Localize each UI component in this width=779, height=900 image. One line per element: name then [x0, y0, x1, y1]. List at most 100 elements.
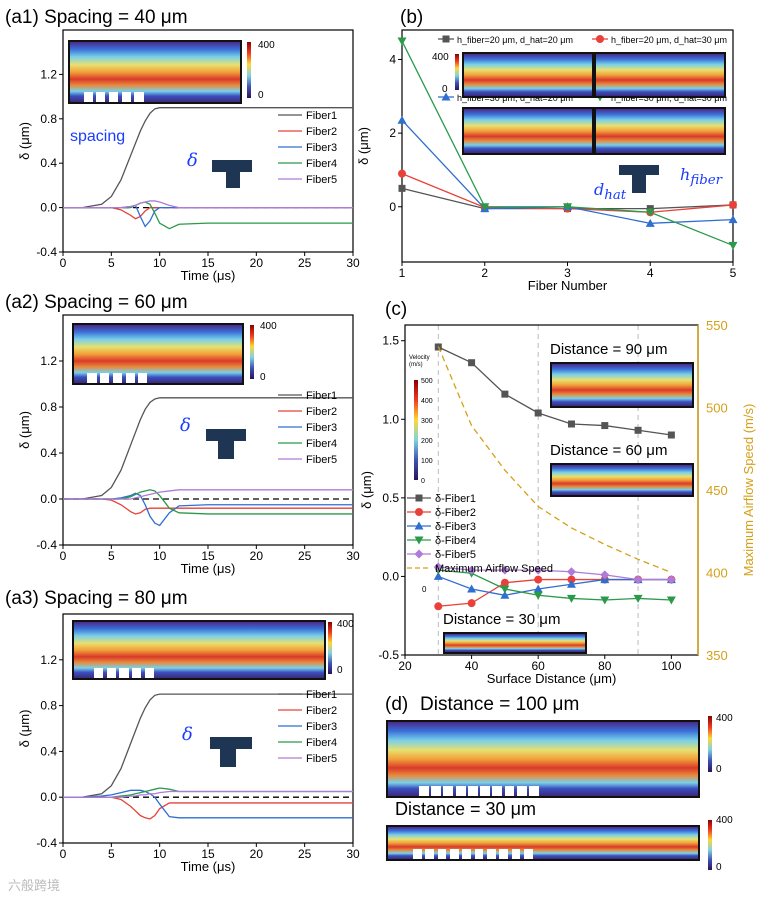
legend-label: δ-Fiber5	[435, 549, 476, 561]
y-tick-label: -0.4	[36, 836, 57, 850]
chart-b: 1 2 3 4 5 0 2 4 Fiber Number δ (μm) h_fiber=20 μm,…	[356, 29, 738, 293]
legend-item: δ-Fiber1	[407, 493, 476, 505]
series-Fiber2	[63, 796, 353, 820]
y-tick-label: 2	[389, 126, 396, 140]
data-point	[667, 431, 675, 439]
x-tick-label: 25	[298, 256, 312, 270]
legend-item: Fiber5	[278, 753, 337, 765]
legend-item: Fiber3	[278, 142, 337, 154]
h-fiber-symbol: h	[680, 165, 691, 184]
series-Fiber5	[63, 489, 353, 500]
distance-30-label: Distance = 30 μm	[443, 611, 561, 628]
distance-60-label: Distance = 60 μm	[550, 442, 668, 459]
legend-item: Fiber1	[278, 390, 337, 402]
colorbar-max: 400	[432, 52, 449, 63]
y-tick-label: 0.8	[40, 112, 57, 126]
d-hat-symbol: d	[594, 180, 605, 199]
velocity-heatmap-b1	[462, 52, 594, 98]
data-point	[566, 567, 576, 577]
fiber-hat-icon	[619, 165, 659, 175]
fiber-hat-icon	[212, 160, 252, 172]
colorbar-max: 400	[716, 713, 733, 724]
data-point	[534, 409, 542, 417]
velocity-heatmap-30	[443, 632, 587, 654]
y-tick-label: 0.0	[40, 790, 57, 804]
colorbar-min: 0	[260, 372, 266, 383]
y-tick-label: 1.2	[40, 67, 57, 81]
colorbar-tick: 500	[421, 378, 433, 385]
x-tick-label: 60	[532, 659, 546, 673]
legend-label: h_fiber=20 μm, d_hat=20 μm	[457, 35, 573, 45]
data-point	[467, 584, 477, 593]
x-tick-label: 15	[201, 549, 215, 563]
legend-item: Fiber4	[278, 438, 337, 450]
series--Fiber3	[433, 571, 676, 599]
series-Maximum-Airflow-Speed	[437, 346, 672, 574]
colorbar-d2	[708, 820, 712, 870]
x-tick-label: 0	[60, 256, 67, 270]
series-Fiber3	[63, 789, 353, 819]
series-line	[63, 796, 353, 820]
chart-c: 20 40 60 80 100 -0.5 0.0 0.5 1.0 1.5 350 400 450 500 5…	[359, 318, 756, 686]
data-point	[500, 565, 510, 575]
legend-label: Fiber5	[306, 174, 337, 186]
colorbar-min: 0	[258, 90, 264, 101]
x-tick-label: 15	[201, 256, 215, 270]
series-Fiber1	[63, 397, 353, 500]
data-point	[414, 521, 424, 530]
legend-label: Fiber3	[306, 721, 337, 733]
data-point	[398, 169, 406, 178]
series--Fiber5	[433, 562, 676, 585]
series-line	[63, 693, 353, 798]
y-axis-label: δ (μm)	[17, 411, 32, 449]
legend-label: Fiber1	[306, 689, 337, 701]
panel-title-a1: (a1) Spacing = 40 μm	[5, 7, 188, 28]
y-tick-label: 0.0	[382, 569, 399, 583]
y-axis-label: δ (μm)	[356, 127, 371, 165]
data-point	[600, 570, 610, 580]
velocity-heatmap-60	[550, 463, 694, 497]
series-line	[438, 575, 672, 596]
legend-label: h_fiber=20 μm, d_hat=30 μm	[611, 35, 727, 45]
fiber-stem-icon	[226, 170, 240, 188]
data-point	[415, 494, 423, 502]
legend-item: δ-Fiber4	[407, 535, 476, 547]
x-tick-label: 20	[250, 847, 264, 861]
legend-item: δ-Fiber5	[407, 549, 476, 561]
data-point	[666, 575, 676, 585]
zero-label: 0	[422, 585, 427, 594]
fiber-stem-icon	[218, 439, 234, 459]
y-axis-label: δ (μm)	[17, 710, 32, 748]
series-Fiber1	[63, 107, 353, 209]
colorbar-min: 0	[716, 862, 722, 873]
x-axis-label: Surface Distance (μm)	[487, 671, 617, 686]
series-Fiber5	[63, 790, 353, 798]
data-point	[442, 35, 450, 43]
data-point	[600, 596, 610, 605]
velocity-heatmap-a3	[72, 620, 326, 680]
series-line	[63, 492, 353, 527]
x-axis-label: Time (μs)	[181, 859, 236, 874]
series-Fiber2	[63, 498, 353, 515]
colorbar-a1	[247, 42, 251, 98]
legend-label: h_fiber=30 μm, d_hat=20 μm	[457, 93, 573, 103]
x-tick-label: 30	[346, 549, 360, 563]
x-tick-label: 10	[153, 847, 167, 861]
legend-item: h_fiber=30 μm, d_hat=20 μm	[438, 92, 573, 103]
data-point	[728, 241, 738, 250]
velocity-heatmap-a1	[68, 40, 242, 104]
series-line	[63, 397, 353, 500]
colorbar-a3	[328, 622, 332, 674]
y-right-tick-label: 450	[706, 483, 728, 498]
x-tick-label: 5	[108, 256, 115, 270]
series-line	[63, 206, 353, 220]
x-tick-label: 1	[399, 266, 406, 280]
data-point	[467, 565, 477, 575]
colorbar-max: 400	[716, 815, 733, 826]
x-tick-label: 5	[108, 549, 115, 563]
legend-item: Fiber1	[278, 689, 337, 701]
legend-item: Fiber3	[278, 721, 337, 733]
data-point	[634, 426, 642, 434]
data-point	[500, 590, 510, 599]
